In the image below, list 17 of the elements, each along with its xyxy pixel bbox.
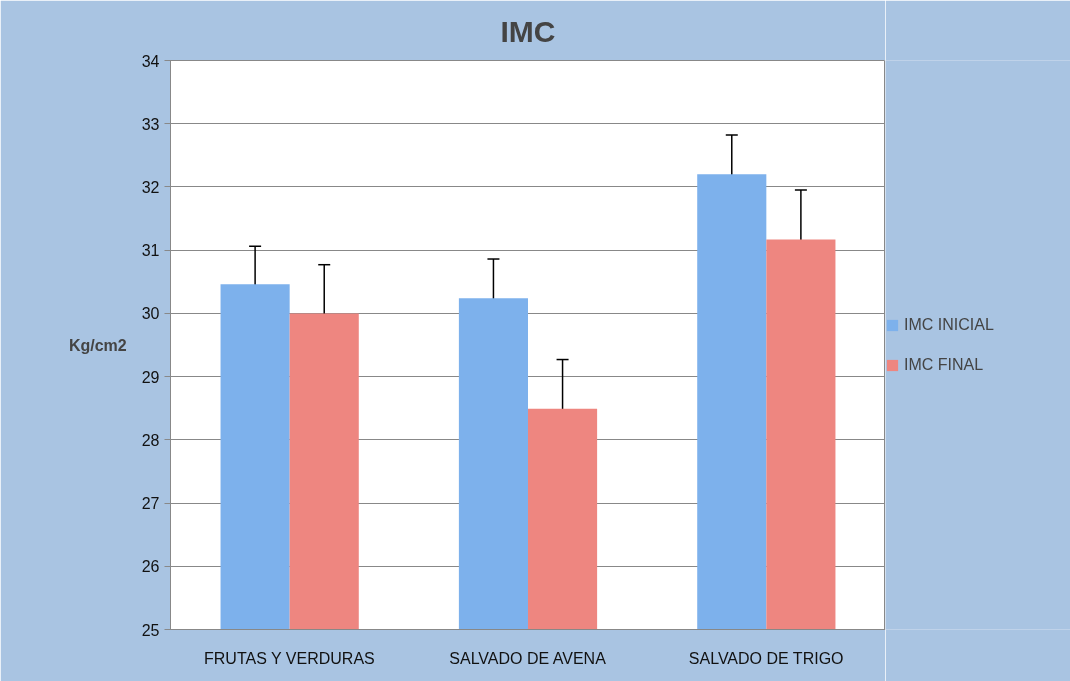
x-tick-label: SALVADO DE AVENA (449, 649, 607, 667)
y-tick-label: 29 (141, 368, 160, 386)
chart-title: IMC (500, 15, 556, 48)
y-tick-label: 33 (141, 115, 160, 133)
x-tick-label: SALVADO DE TRIGO (688, 649, 844, 667)
y-tick-label: 34 (141, 52, 160, 70)
legend-label: IMC FINAL (904, 355, 984, 374)
y-axis-title: Kg/cm2 (68, 336, 127, 354)
y-tick-label: 27 (141, 495, 160, 513)
y-tick-label: 32 (141, 178, 160, 196)
y-tick-label: 31 (141, 242, 160, 260)
y-tick-label: 28 (141, 431, 160, 449)
y-tick-label: 25 (141, 621, 160, 639)
y-tick-label: 26 (141, 558, 160, 576)
y-tick-label: 30 (141, 305, 160, 323)
legend-label: IMC INICIAL (904, 315, 994, 334)
x-tick-label: FRUTAS Y VERDURAS (204, 649, 375, 667)
